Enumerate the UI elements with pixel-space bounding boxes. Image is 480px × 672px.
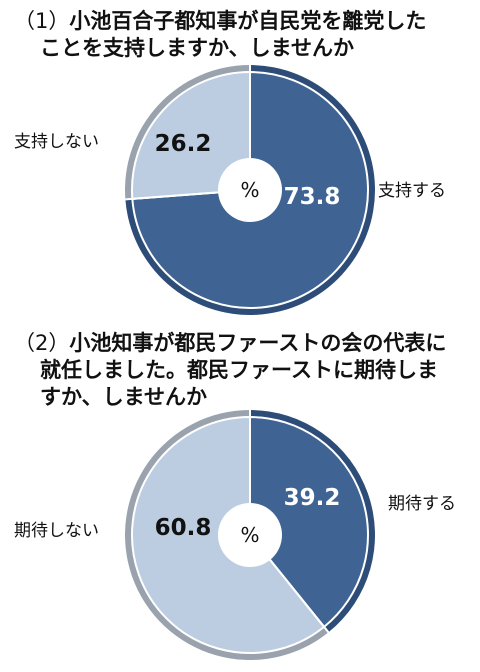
- pie-2-value-label-1: 39.2: [284, 485, 341, 511]
- question-2-number: （2）: [14, 331, 70, 355]
- pie-1-value-label-2: 26.2: [155, 131, 212, 157]
- pie-1-label-support: 支持する: [378, 181, 446, 201]
- question-2-line-1: 小池知事が都民ファーストの会の代表に: [69, 331, 447, 355]
- question-1-number: （1）: [14, 9, 70, 33]
- question-1-line-2: ことを支持しますか、しませんか: [40, 36, 354, 60]
- question-2-line-3: すか、しませんか: [40, 385, 207, 409]
- question-1-line-1: 小池百合子都知事が自民党を離党した: [69, 9, 427, 33]
- pie-1-label-not-support: 支持しない: [14, 132, 99, 152]
- pie-2-slice-1: [249, 415, 370, 629]
- question-2-line-2: 就任しました。都民ファーストに期待しま: [40, 358, 438, 382]
- pie-1-value-label-1: 73.8: [284, 184, 341, 210]
- pie-1-center-unit: %: [240, 178, 259, 202]
- pie-2-center-hole: [218, 503, 282, 567]
- pie-2-center-unit: %: [240, 523, 259, 547]
- question-1-title: （1）小池百合子都知事が自民党を離党した ことを支持しますか、しませんか: [14, 8, 474, 62]
- pie-2-value-label-2: 60.8: [155, 515, 212, 541]
- pie-1-center-hole: [218, 158, 282, 222]
- pie-1-slice-2: [131, 70, 251, 200]
- pie-2-label-expect: 期待する: [388, 494, 456, 514]
- question-2-title: （2）小池知事が都民ファーストの会の代表に 就任しました。都民ファーストに期待し…: [14, 330, 474, 411]
- pie-2-label-not-expect: 期待しない: [14, 521, 99, 541]
